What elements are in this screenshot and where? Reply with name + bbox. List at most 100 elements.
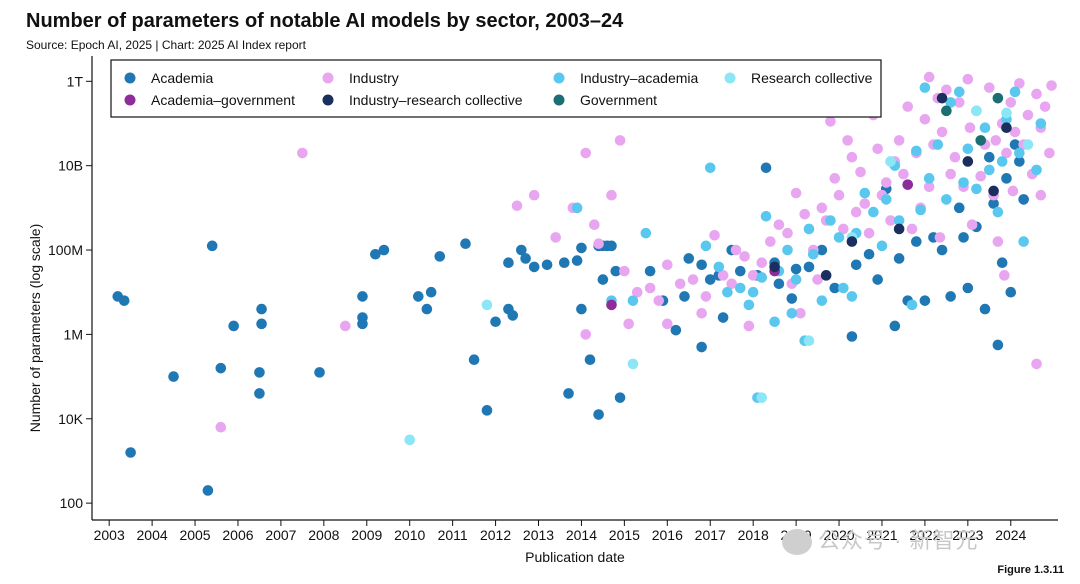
legend-label: Industry [349, 70, 399, 86]
y-axis-label: Number of parameters (log scale) [27, 224, 43, 433]
data-point [503, 257, 514, 268]
data-point [631, 286, 643, 298]
data-point [340, 320, 351, 332]
data-point [923, 173, 935, 184]
x-tick-label: 2010 [394, 527, 425, 543]
data-point [833, 189, 845, 201]
data-point [975, 170, 987, 182]
legend-label: Research collective [751, 70, 873, 86]
data-point [1009, 139, 1021, 150]
data-point [911, 236, 922, 247]
data-point [962, 282, 974, 294]
data-point [627, 295, 639, 306]
data-point [202, 485, 214, 496]
data-point [747, 286, 759, 298]
y-tick-label: 10K [58, 411, 84, 427]
x-tick-label: 2022 [909, 527, 940, 543]
data-point [962, 143, 974, 155]
data-point [880, 194, 892, 205]
data-point [915, 204, 926, 216]
data-point [228, 320, 239, 332]
data-point [421, 303, 433, 315]
data-point [829, 173, 841, 184]
data-point [923, 71, 935, 83]
data-point [1035, 118, 1047, 129]
data-point [1046, 80, 1057, 91]
data-point [893, 135, 905, 146]
data-point [619, 265, 630, 277]
data-point [614, 135, 626, 146]
data-point [992, 206, 1004, 218]
x-tick-label: 2008 [308, 527, 339, 543]
watermark: 公众号 · 新智元 [782, 523, 979, 556]
axes: 100 10K 1M 100M 10B 1T 2003 2004 2005 2006 2007 200… [27, 56, 1058, 565]
data-point [893, 215, 905, 226]
data-point [563, 388, 574, 399]
legend-label: Academia–government [151, 92, 295, 108]
data-point [964, 122, 976, 134]
data-point [696, 341, 707, 353]
data-point [971, 105, 982, 117]
data-point [859, 198, 871, 209]
data-point [820, 270, 832, 281]
data-point [829, 282, 841, 294]
data-point [996, 156, 1008, 167]
data-point [528, 189, 540, 201]
x-tick-label: 2023 [952, 527, 983, 543]
data-point [958, 177, 969, 188]
legend-marker [553, 72, 565, 84]
chart-title: Number of parameters of notable AI model… [26, 10, 624, 32]
x-tick-label: 2017 [695, 527, 726, 543]
data-point [747, 270, 759, 281]
data-point [919, 113, 931, 125]
data-point [378, 244, 390, 256]
data-point [971, 183, 982, 195]
data-point [812, 274, 823, 285]
data-point [984, 151, 995, 163]
data-point [1018, 236, 1029, 247]
data-point [1031, 164, 1042, 176]
data-point [893, 253, 905, 264]
data-point [859, 187, 871, 199]
data-point [760, 210, 772, 222]
data-point [782, 244, 793, 256]
data-point [674, 278, 686, 290]
data-point [709, 229, 720, 241]
data-point [949, 151, 961, 163]
legend-marker [124, 94, 136, 106]
data-point [760, 162, 772, 174]
x-tick-label: 2016 [652, 527, 683, 543]
x-tick-label: 2014 [566, 527, 597, 543]
data-point [256, 318, 267, 330]
data-point [816, 202, 828, 214]
data-point [743, 299, 755, 311]
data-point [769, 316, 780, 328]
data-point [975, 135, 987, 146]
data-point [790, 274, 802, 285]
legend-marker [724, 72, 736, 84]
data-point [803, 335, 815, 347]
data-point [838, 223, 849, 235]
legend-marker [322, 72, 334, 84]
y-tick-label: 1M [64, 326, 83, 342]
figure-label: Figure 1.3.11 [997, 564, 1064, 576]
data-point [593, 238, 604, 250]
data-point [773, 278, 785, 290]
data-point [786, 308, 798, 319]
data-point [696, 308, 707, 319]
legend-label: Industry–research collective [349, 92, 523, 108]
data-point [468, 354, 480, 366]
data-point [1014, 147, 1025, 159]
data-point [1022, 139, 1034, 150]
data-point [357, 291, 368, 302]
data-point [662, 318, 673, 330]
data-point [653, 295, 665, 306]
x-tick-label: 2024 [995, 527, 1026, 543]
data-point [520, 253, 531, 264]
legend-marker [322, 94, 334, 106]
x-tick-label: 2018 [738, 527, 769, 543]
data-point [460, 238, 471, 250]
data-point [846, 291, 858, 302]
data-point [898, 168, 909, 180]
legend-label: Government [580, 92, 657, 108]
